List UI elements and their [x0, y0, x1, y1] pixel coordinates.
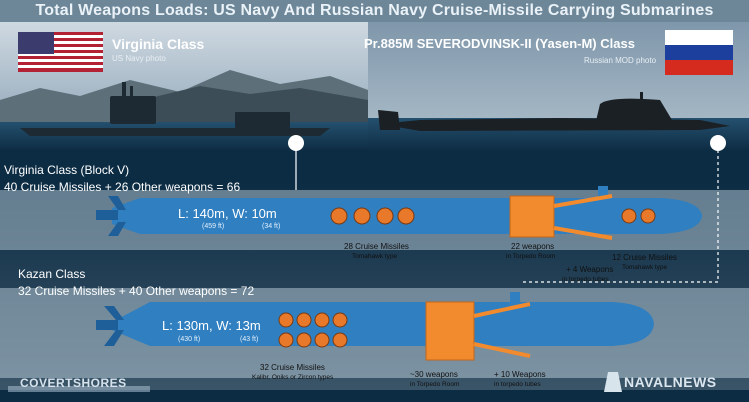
kazan-tube-label: + 10 Weapons [494, 370, 546, 379]
virginia-width-ft: (34 ft) [262, 223, 281, 230]
russia-class-name: Pr.885M SEVERODVINSK-II (Yasen-M) Class [364, 36, 635, 51]
virginia-torpedo-label: 22 weapons [511, 242, 555, 251]
yasen-marker-icon [710, 135, 726, 151]
virginia-vls-cells [330, 207, 656, 225]
virginia-cruise-label: 28 Cruise Missiles [344, 242, 409, 251]
covertshores-logo: COVERTSHORES [20, 376, 127, 390]
virginia-tube-sub: in torpedo tubes [562, 276, 609, 283]
virginia-torpedo-sub: in Torpedo Room [506, 253, 556, 260]
kazan-vls-cells [278, 312, 348, 348]
virginia-cruise-sub: Tomahawk type [352, 253, 398, 260]
kazan-width-ft: (43 ft) [240, 336, 259, 343]
virginia-marker-icon [288, 135, 304, 151]
kazan-torpedo-sub: in Torpedo Room [410, 381, 460, 388]
page-title: Total Weapons Loads: US Navy And Russian… [35, 2, 714, 19]
virginia-summary: 40 Cruise Missiles + 26 Other weapons = … [4, 180, 241, 194]
yasen-photo-sub [378, 92, 730, 131]
virginia-dimensions: L: 140m, W: 10m [178, 206, 277, 221]
virginia-tube-label: + 4 Weapons [566, 265, 614, 274]
virginia-length-ft: (459 ft) [202, 223, 225, 230]
kazan-cruise-label: 32 Cruise Missiles [260, 363, 325, 372]
virginia-bow-cruise-sub: Tomahawk type [622, 264, 668, 271]
connector-lines [295, 150, 719, 283]
kazan-dimensions: L: 130m, W: 13m [162, 318, 261, 333]
russia-photo-credit: Russian MOD photo [584, 56, 657, 65]
kazan-summary: 32 Cruise Missiles + 40 Other weapons = … [18, 284, 255, 298]
us-flag-icon [18, 32, 103, 72]
us-class-name: Virginia Class [112, 36, 205, 52]
virginia-photo-sub [20, 82, 330, 136]
kazan-hull-diagram [96, 292, 654, 361]
kazan-torpedo-label: ~30 weapons [410, 370, 458, 379]
kazan-cruise-sub: Kalibr, Oniks or Zircon types [252, 374, 334, 381]
navalnews-logo: NAVALNEWS [624, 374, 717, 390]
virginia-bow-cruise-label: 12 Cruise Missiles [612, 253, 677, 262]
virginia-heading: Virginia Class (Block V) [4, 163, 130, 177]
kazan-heading: Kazan Class [18, 267, 86, 281]
us-photo-credit: US Navy photo [112, 54, 166, 63]
navalnews-logo-icon [604, 372, 622, 392]
kazan-tube-sub: in torpedo tubes [494, 381, 541, 388]
russia-flag-icon [665, 30, 733, 75]
kazan-length-ft: (430 ft) [178, 336, 201, 343]
